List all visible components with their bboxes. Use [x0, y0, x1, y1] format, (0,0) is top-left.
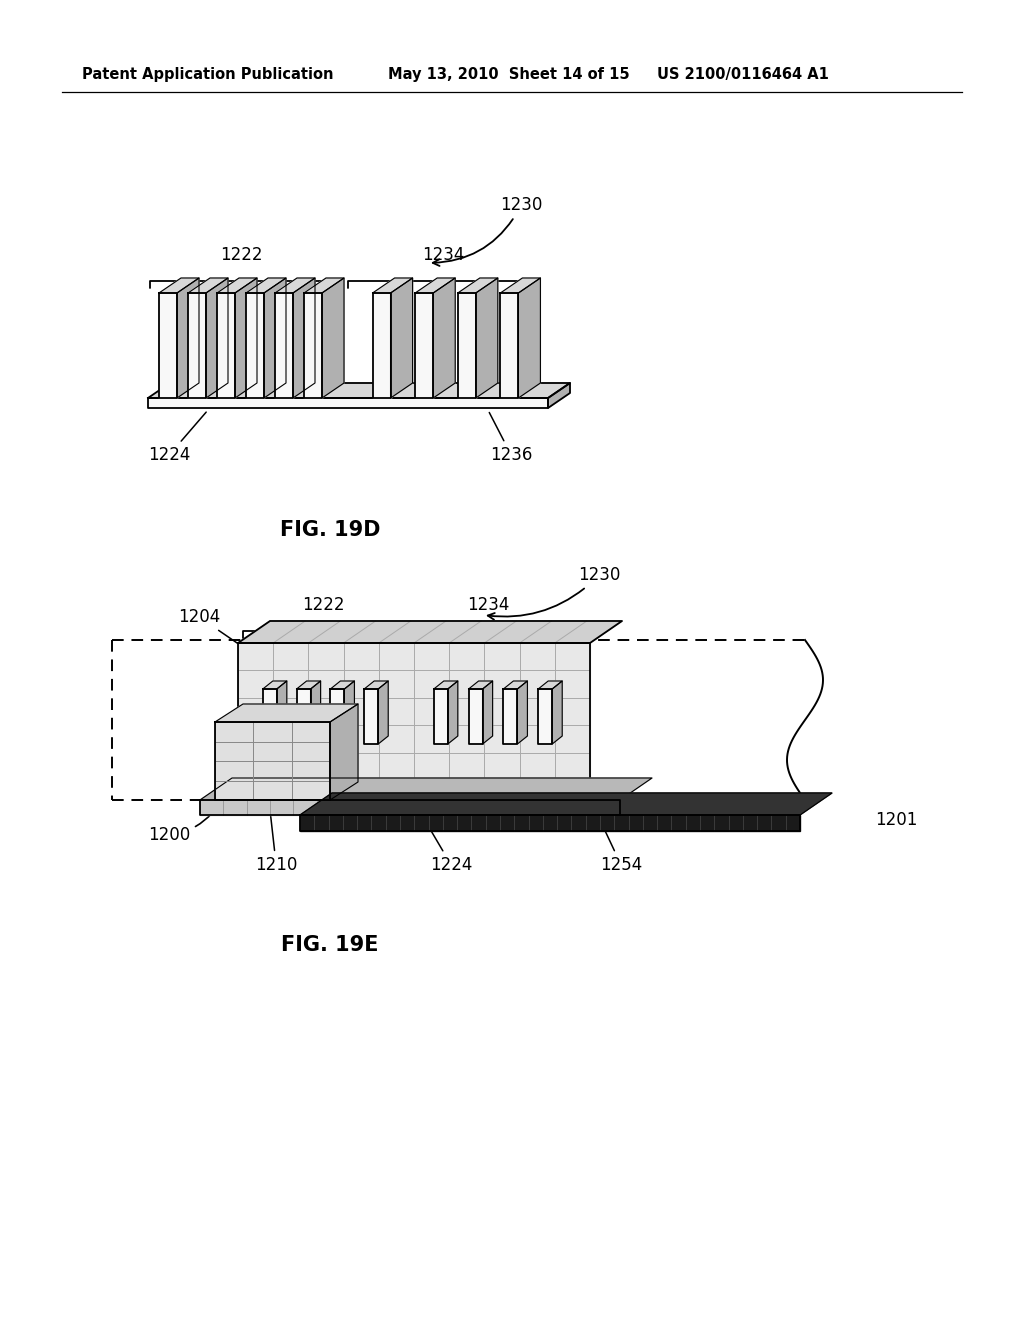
Text: 1200: 1200	[148, 795, 224, 843]
Text: 1230: 1230	[433, 195, 543, 265]
Text: 1234: 1234	[422, 246, 464, 264]
Polygon shape	[504, 689, 517, 744]
Polygon shape	[297, 681, 321, 689]
Text: 1222: 1222	[220, 246, 263, 264]
Text: 1224: 1224	[422, 814, 472, 874]
Text: US 2100/0116464 A1: US 2100/0116464 A1	[657, 67, 828, 82]
Polygon shape	[234, 279, 257, 399]
Text: 1224: 1224	[148, 412, 206, 465]
Polygon shape	[200, 777, 652, 800]
Text: 1204: 1204	[178, 609, 238, 643]
Polygon shape	[469, 689, 482, 744]
Polygon shape	[331, 689, 344, 744]
Text: 1236: 1236	[489, 412, 532, 465]
Polygon shape	[246, 279, 286, 293]
Polygon shape	[458, 293, 476, 399]
Text: 1222: 1222	[302, 597, 344, 614]
Polygon shape	[217, 293, 234, 399]
Polygon shape	[276, 681, 287, 744]
Polygon shape	[297, 689, 310, 744]
Text: FIG. 19E: FIG. 19E	[282, 935, 379, 954]
Polygon shape	[293, 279, 315, 399]
Polygon shape	[304, 279, 344, 293]
Polygon shape	[433, 279, 456, 399]
Polygon shape	[365, 689, 378, 744]
Polygon shape	[200, 800, 620, 814]
Polygon shape	[322, 279, 344, 399]
Polygon shape	[246, 293, 264, 399]
Polygon shape	[148, 399, 548, 408]
Text: 1254: 1254	[600, 822, 642, 874]
Polygon shape	[434, 681, 458, 689]
Polygon shape	[215, 704, 358, 722]
Polygon shape	[458, 279, 498, 293]
Polygon shape	[331, 681, 354, 689]
Polygon shape	[390, 279, 413, 399]
Polygon shape	[373, 279, 413, 293]
Polygon shape	[501, 293, 518, 399]
Polygon shape	[365, 681, 388, 689]
Polygon shape	[310, 681, 321, 744]
Polygon shape	[517, 681, 527, 744]
Polygon shape	[469, 681, 493, 689]
Polygon shape	[539, 689, 552, 744]
Polygon shape	[148, 383, 570, 399]
Polygon shape	[415, 293, 433, 399]
Text: May 13, 2010  Sheet 14 of 15: May 13, 2010 Sheet 14 of 15	[388, 67, 630, 82]
Polygon shape	[552, 681, 562, 744]
Polygon shape	[217, 279, 257, 293]
Text: 1210: 1210	[255, 813, 297, 874]
Polygon shape	[275, 279, 315, 293]
Polygon shape	[188, 279, 228, 293]
Polygon shape	[434, 689, 447, 744]
Polygon shape	[188, 293, 206, 399]
Polygon shape	[373, 293, 390, 399]
Polygon shape	[504, 681, 527, 689]
Polygon shape	[238, 643, 590, 780]
Polygon shape	[518, 279, 541, 399]
Polygon shape	[539, 681, 562, 689]
Polygon shape	[304, 293, 322, 399]
Text: 1234: 1234	[467, 597, 509, 614]
Polygon shape	[206, 279, 228, 399]
Polygon shape	[476, 279, 498, 399]
Polygon shape	[215, 722, 330, 800]
Polygon shape	[344, 681, 354, 744]
Text: 1230: 1230	[487, 566, 621, 619]
Polygon shape	[159, 293, 177, 399]
Text: FIG. 19D: FIG. 19D	[280, 520, 380, 540]
Polygon shape	[263, 689, 276, 744]
Polygon shape	[300, 793, 831, 814]
Polygon shape	[177, 279, 199, 399]
Polygon shape	[482, 681, 493, 744]
Polygon shape	[548, 383, 570, 408]
Polygon shape	[415, 279, 456, 293]
Polygon shape	[447, 681, 458, 744]
Polygon shape	[378, 681, 388, 744]
Polygon shape	[330, 704, 358, 800]
Polygon shape	[264, 279, 286, 399]
Polygon shape	[238, 620, 622, 643]
Polygon shape	[275, 293, 293, 399]
Polygon shape	[501, 279, 541, 293]
Text: Patent Application Publication: Patent Application Publication	[82, 67, 334, 82]
Text: 1201: 1201	[874, 810, 918, 829]
Polygon shape	[300, 814, 800, 832]
Polygon shape	[263, 681, 287, 689]
Polygon shape	[159, 279, 199, 293]
